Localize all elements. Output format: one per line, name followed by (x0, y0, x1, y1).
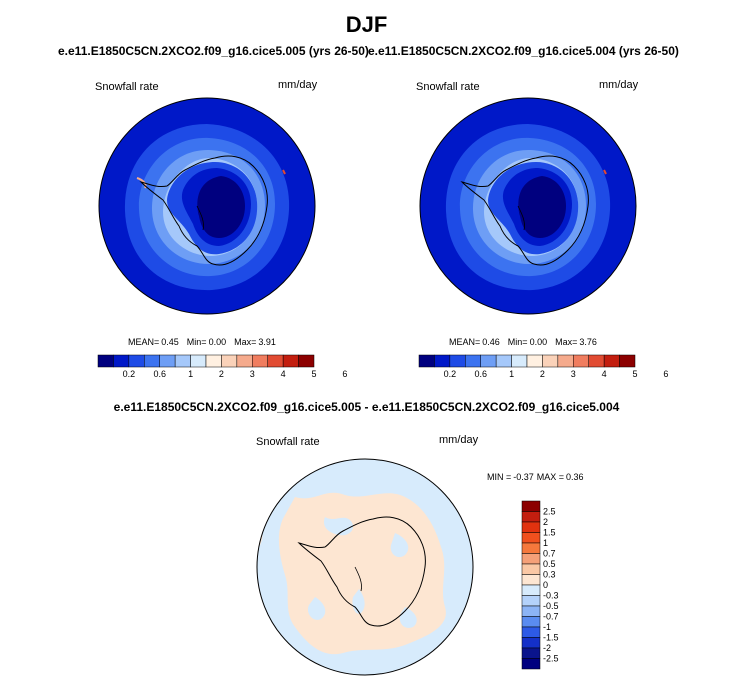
difference-colorbar-tick-label: 0.7 (543, 549, 556, 559)
left-colorbar-tick-label: 4 (281, 369, 286, 379)
right-colorbar-swatch (573, 354, 589, 368)
right-colorbar-tick-label: 2 (540, 369, 545, 379)
difference-colorbar-tick-label: -1.5 (543, 633, 559, 643)
left-colorbar-tick-label: 5 (311, 369, 316, 379)
difference-colorbar-swatch (521, 553, 541, 565)
right-colorbar-swatch (526, 354, 543, 368)
difference-colorbar-swatch (521, 563, 541, 575)
difference-colorbar-swatch (521, 616, 541, 628)
right-colorbar-swatch (588, 354, 605, 368)
left-colorbar-swatch (144, 354, 160, 368)
difference-colorbar-swatch (521, 595, 541, 607)
right-colorbar-tick-label: 5 (632, 369, 637, 379)
right-colorbar-swatch (495, 354, 512, 368)
difference-colorbar-tick-label: -0.5 (543, 601, 559, 611)
difference-colorbar-swatch (521, 584, 541, 596)
difference-coastline (297, 516, 426, 627)
difference-colorbar-tick-label: -1 (543, 622, 551, 632)
difference-colorbar-swatch (521, 511, 541, 523)
right-colorbar-swatch (480, 354, 497, 368)
figure-title: DJF (345, 12, 388, 37)
difference-colorbar-tick-label: -0.7 (543, 612, 559, 622)
right-colorbar-swatch (465, 354, 481, 368)
right-colorbar-swatch (619, 354, 636, 368)
left-colorbar-swatch (205, 354, 222, 368)
right-stats: MEAN= 0.46 Min= 0.00 Max= 3.76 (449, 337, 597, 347)
difference-colorbar-tick-label: 1.5 (543, 528, 556, 538)
left-colorbar-tick-label: 0.2 (123, 369, 136, 379)
left-colorbar-swatch (174, 354, 191, 368)
difference-variable-label: Snowfall rate (256, 436, 320, 448)
left-coastline (139, 155, 268, 266)
left-colorbar-swatch (97, 354, 114, 368)
left-colorbar-swatch (159, 354, 176, 368)
left-colorbar-tick-label: 2 (219, 369, 224, 379)
left-variable-label: Snowfall rate (95, 81, 159, 93)
right-colorbar-tick-label: 3 (571, 369, 576, 379)
right-variable-label: Snowfall rate (416, 81, 480, 93)
left-colorbar-tick-label: 3 (250, 369, 255, 379)
left-colorbar-swatch (236, 354, 253, 368)
difference-colorbar-tick-label: -0.3 (543, 591, 559, 601)
left-colorbar-swatch (298, 354, 315, 368)
difference-colorbar-tick-label: 1 (543, 538, 548, 548)
right-colorbar-swatch (418, 354, 435, 368)
difference-colorbar-tick-label: 2 (543, 517, 548, 527)
right-colorbar-swatch (434, 354, 451, 368)
right-colorbar-swatch (542, 354, 559, 368)
left-colorbar-swatch (267, 354, 284, 368)
difference-colorbar: 2.521.510.70.50.30-0.3-0.5-0.7-1-1.5-2-2… (521, 500, 559, 670)
difference-minmax: MIN = -0.37 MAX = 0.36 (487, 472, 584, 482)
left-case-title: e.e11.E1850C5CN.2XCO2.f09_g16.cice5.005 … (58, 44, 369, 58)
difference-colorbar-tick-label: -2.5 (543, 654, 559, 664)
difference-colorbar-swatch (521, 574, 541, 586)
left-colorbar-swatch (252, 354, 268, 368)
right-colorbar-tick-label: 6 (663, 369, 668, 379)
difference-colorbar-swatch (521, 605, 541, 617)
right-colorbar-swatch (511, 354, 528, 368)
difference-colorbar-tick-label: 2.5 (543, 507, 556, 517)
right-colorbar-tick-label: 0.6 (474, 369, 487, 379)
left-colorbar-swatch (113, 354, 130, 368)
right-colorbar-swatch (557, 354, 574, 368)
difference-units-label: mm/day (439, 434, 479, 446)
right-colorbar-swatch (603, 354, 620, 368)
difference-colorbar-swatch (521, 647, 541, 659)
difference-colorbar-swatch (521, 500, 541, 512)
right-coastline (460, 155, 589, 266)
left-stats: MEAN= 0.45 Min= 0.00 Max= 3.91 (128, 337, 276, 347)
difference-colorbar-tick-label: -2 (543, 643, 551, 653)
right-case-title: e.e11.E1850C5CN.2XCO2.f09_g16.cice5.004 … (368, 44, 679, 58)
difference-colorbar-swatch (521, 626, 541, 638)
difference-colorbar-swatch (521, 542, 541, 554)
difference-colorbar-swatch (521, 637, 541, 649)
left-colorbar-tick-label: 6 (342, 369, 347, 379)
right-polar-map (419, 97, 637, 315)
left-colorbar: 0.2 0.6 1 2 3 4 5 6 (97, 354, 347, 379)
left-polar-map (98, 97, 316, 315)
difference-colorbar-swatch (521, 658, 541, 670)
right-colorbar-tick-label: 0.2 (444, 369, 457, 379)
difference-colorbar-tick-label: 0.3 (543, 570, 556, 580)
right-colorbar-tick-label: 1 (509, 369, 514, 379)
left-colorbar-swatch (190, 354, 207, 368)
difference-colorbar-swatch (521, 532, 541, 544)
right-colorbar-tick-label: 4 (602, 369, 607, 379)
left-colorbar-swatch (282, 354, 299, 368)
left-colorbar-tick-label: 0.6 (153, 369, 166, 379)
difference-title: e.e11.E1850C5CN.2XCO2.f09_g16.cice5.005 … (113, 400, 620, 414)
difference-colorbar-tick-label: 0.5 (543, 559, 556, 569)
left-units-label: mm/day (278, 79, 318, 91)
left-colorbar-tick-label: 1 (188, 369, 193, 379)
right-colorbar: 0.2 0.6 1 2 3 4 5 6 (418, 354, 668, 379)
left-colorbar-swatch (221, 354, 238, 368)
right-colorbar-swatch (449, 354, 466, 368)
right-units-label: mm/day (599, 79, 639, 91)
difference-colorbar-tick-label: 0 (543, 580, 548, 590)
left-colorbar-swatch (128, 354, 145, 368)
difference-colorbar-swatch (521, 521, 541, 533)
difference-polar-map (256, 458, 474, 676)
